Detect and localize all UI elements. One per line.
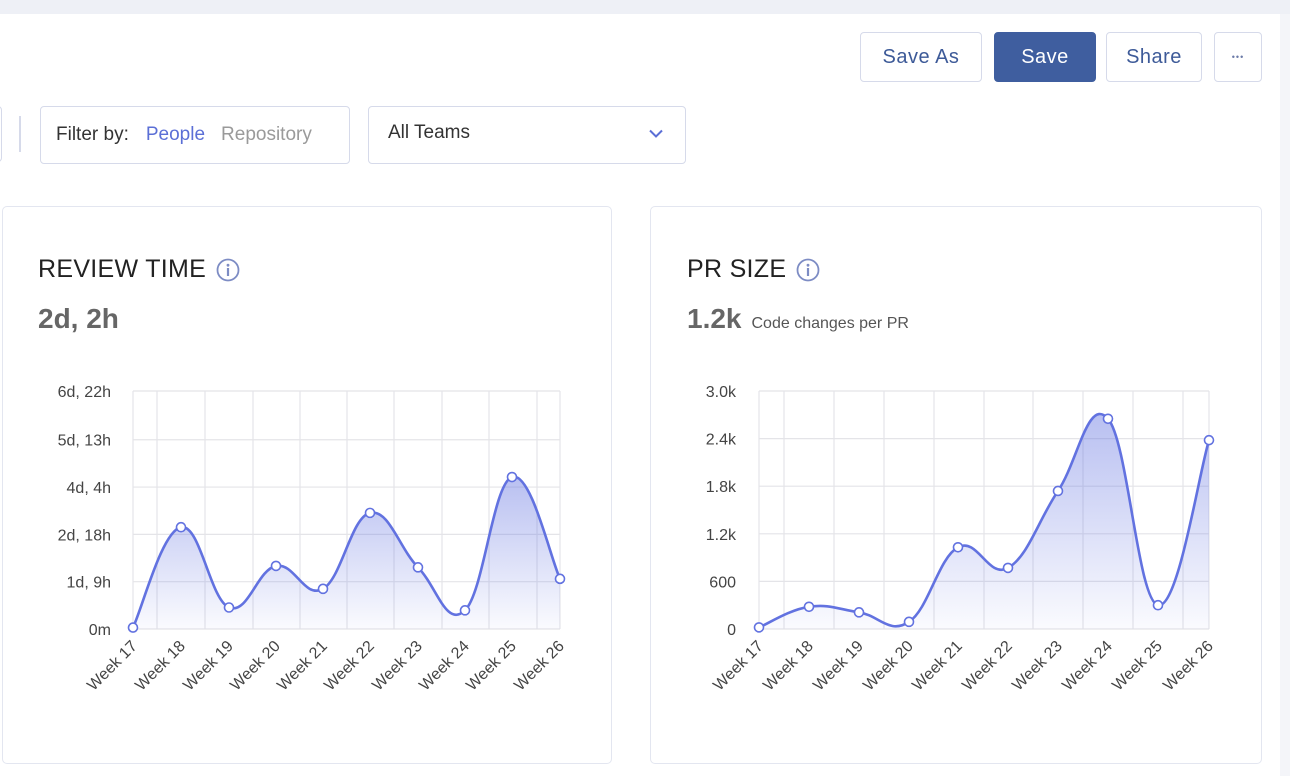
data-point[interactable] <box>1152 599 1164 611</box>
save-button[interactable]: Save <box>994 32 1096 82</box>
data-point[interactable] <box>903 616 915 628</box>
data-point[interactable] <box>459 605 471 616</box>
area-fill <box>133 476 560 629</box>
x-tick-label: Week 17 <box>710 638 767 695</box>
pr-size-value: 1.2k <box>687 303 742 334</box>
filter-by-toggle: Filter by: People Repository <box>40 106 350 164</box>
data-point[interactable] <box>127 622 139 633</box>
more-options-button[interactable]: ••• <box>1214 32 1262 82</box>
scrollbar-track[interactable] <box>1280 14 1290 776</box>
filter-option-repository[interactable]: Repository <box>221 124 312 145</box>
data-point[interactable] <box>364 507 376 519</box>
info-icon[interactable] <box>796 258 820 282</box>
team-select-value: All Teams <box>388 122 471 143</box>
data-point[interactable] <box>223 602 235 613</box>
y-tick-label: 4d, 4h <box>67 480 111 497</box>
y-tick-label: 3.0k <box>706 384 737 401</box>
pr-size-title: PR SIZE <box>687 255 787 283</box>
x-tick-label: Week 22 <box>959 638 1016 695</box>
y-tick-label: 1.8k <box>706 479 737 496</box>
y-tick-label: 1.2k <box>706 527 737 544</box>
data-point[interactable] <box>753 622 765 633</box>
share-button[interactable]: Share <box>1106 32 1202 82</box>
y-tick-label: 0 <box>727 622 736 639</box>
card-title: PR SIZE <box>687 255 820 284</box>
area-fill <box>759 414 1209 629</box>
review-time-value: 2d, 2h <box>38 303 119 334</box>
card-value: 2d, 2h <box>38 303 119 335</box>
y-tick-label: 2d, 18h <box>58 527 111 544</box>
data-point[interactable] <box>270 560 282 572</box>
data-point[interactable] <box>1002 562 1014 574</box>
pr-size-subtitle: Code changes per PR <box>751 315 909 332</box>
x-tick-label: Week 24 <box>1059 638 1116 695</box>
data-point[interactable] <box>1052 485 1064 497</box>
x-tick-label: Week 20 <box>860 638 917 695</box>
data-point[interactable] <box>1203 434 1215 446</box>
x-tick-label: Week 19 <box>810 638 867 695</box>
filter-by-label: Filter by: <box>56 124 129 145</box>
review-time-title: REVIEW TIME <box>38 255 207 283</box>
data-point[interactable] <box>412 562 424 573</box>
info-icon[interactable] <box>216 258 240 282</box>
series-line <box>131 475 562 629</box>
data-point[interactable] <box>803 601 815 613</box>
more-icon: ••• <box>1231 52 1245 62</box>
x-tick-label: Week 26 <box>1160 638 1217 695</box>
y-tick-label: 1d, 9h <box>67 575 111 592</box>
card-value: 1.2k Code changes per PR <box>687 303 909 335</box>
data-point[interactable] <box>952 541 964 553</box>
divider <box>19 116 21 152</box>
x-tick-label: Week 25 <box>1109 638 1166 695</box>
x-tick-label: Week 23 <box>1009 638 1066 695</box>
pr-size-card: PR SIZE 1.2k Code changes per PR <box>650 206 1262 764</box>
y-tick-label: 0m <box>89 622 111 639</box>
data-point[interactable] <box>554 573 566 585</box>
x-tick-label: Week 18 <box>760 638 817 695</box>
y-tick-label: 6d, 22h <box>58 384 111 401</box>
chevron-down-icon <box>649 129 663 138</box>
y-tick-label: 5d, 13h <box>58 433 111 450</box>
data-point[interactable] <box>1102 413 1114 425</box>
data-point[interactable] <box>175 521 187 533</box>
team-select-dropdown[interactable]: All Teams <box>368 106 686 164</box>
y-tick-label: 600 <box>709 574 736 591</box>
card-title: REVIEW TIME <box>38 255 240 284</box>
x-tick-label: Week 21 <box>909 638 966 695</box>
data-point[interactable] <box>506 471 518 483</box>
data-point[interactable] <box>853 607 865 618</box>
save-as-button[interactable]: Save As <box>860 32 982 82</box>
filter-option-people[interactable]: People <box>145 124 206 145</box>
data-point[interactable] <box>317 583 329 595</box>
y-tick-label: 2.4k <box>706 432 737 449</box>
